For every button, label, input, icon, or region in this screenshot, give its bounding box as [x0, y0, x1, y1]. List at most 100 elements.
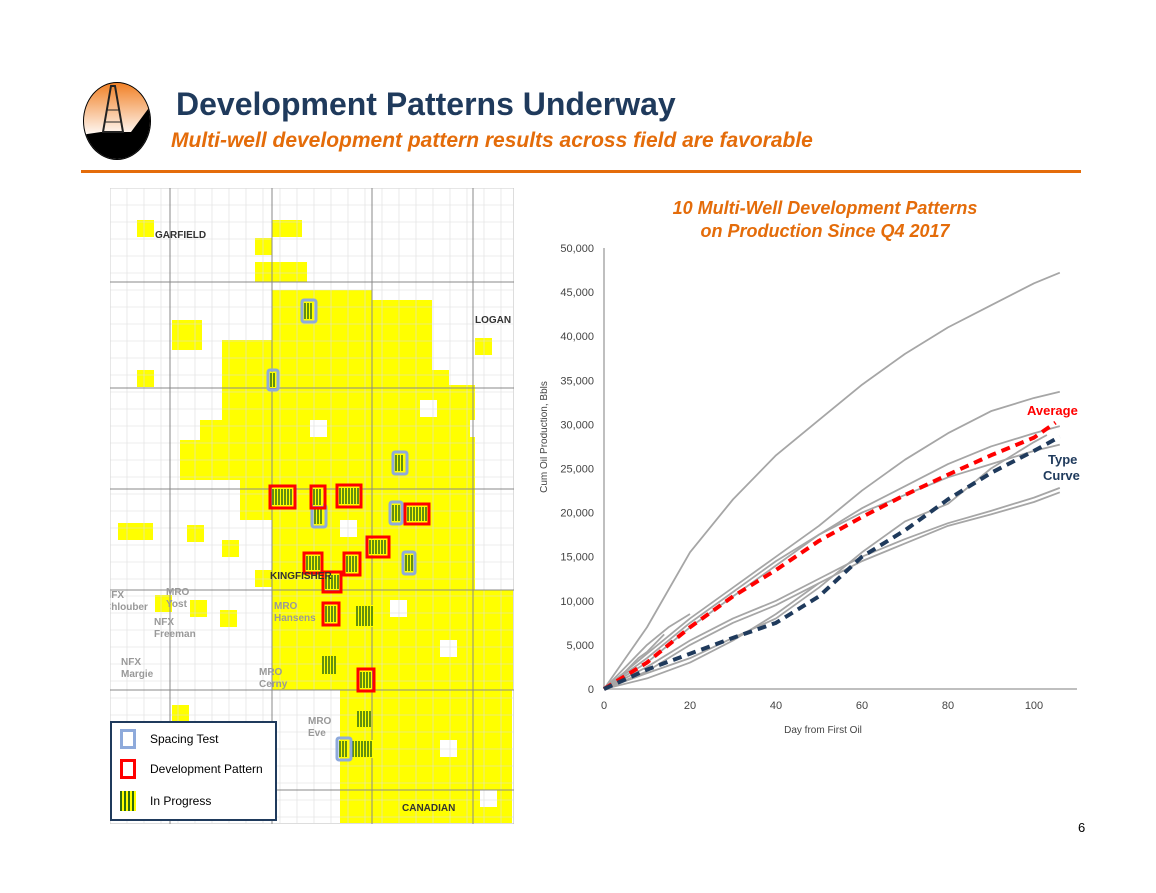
well-pattern-line [603, 425, 1061, 690]
acreage-block [372, 300, 432, 385]
acreage-block [222, 540, 239, 557]
development-pattern-marker [302, 551, 324, 575]
page-title: Development Patterns Underway [176, 86, 676, 122]
y-tick-label: 10,000 [560, 596, 594, 608]
development-pattern-marker [365, 535, 391, 559]
company-logo-icon [83, 82, 151, 160]
in-progress-wells-icon [270, 372, 276, 388]
legend-in-progress: In Progress [120, 791, 211, 811]
average-label: Average [1027, 403, 1078, 418]
y-tick-label: 20,000 [560, 508, 594, 520]
spacing-test-marker [300, 298, 318, 324]
in-progress-swatch-icon [120, 791, 136, 811]
development-pattern-marker [321, 570, 343, 594]
acreage-block [155, 595, 172, 612]
in-progress-wells-icon [325, 605, 337, 623]
legend-development-pattern: Development Pattern [120, 759, 263, 779]
y-tick-label: 30,000 [560, 419, 594, 431]
x-tick-label: 80 [942, 700, 954, 712]
x-tick-label: 100 [1025, 700, 1043, 712]
acreage-block [255, 238, 272, 255]
in-progress-wells-icon [304, 302, 314, 320]
x-tick-label: 60 [856, 700, 868, 712]
x-tick-label: 40 [770, 700, 782, 712]
county-label: CANADIAN [402, 803, 455, 814]
acreage-block [432, 370, 449, 387]
operator-label: NFX [154, 617, 174, 628]
chart-title-line: 10 Multi-Well Development Patterns [672, 198, 978, 218]
county-label: GARFIELD [155, 230, 206, 241]
operator-label: MRO [166, 587, 190, 598]
acreage-gap [340, 520, 357, 537]
acreage-block [137, 220, 154, 237]
x-axis-label: Day from First Oil [784, 725, 862, 736]
development-pattern-marker [268, 484, 297, 510]
acreage-block [190, 600, 207, 617]
acreage-block [187, 525, 204, 542]
spacing-test-marker [401, 550, 417, 576]
well-pattern-line [603, 613, 691, 690]
development-pattern-marker [356, 667, 376, 693]
well-pattern-line [603, 390, 1061, 690]
acreage-block [255, 262, 307, 282]
operator-label: MRO [259, 667, 283, 678]
type-curve-label: Curve [1043, 468, 1080, 483]
y-tick-label: 35,000 [560, 375, 594, 387]
acreage-block [272, 220, 302, 237]
legend-label: Development Pattern [150, 762, 263, 776]
operator-label: Chlouber [110, 602, 148, 613]
in-progress-wells-icon [395, 454, 405, 472]
acreage-gap [420, 400, 437, 417]
header-divider [81, 170, 1081, 173]
development-pattern-marker [321, 601, 341, 627]
operator-label: Margie [121, 669, 154, 680]
acreage-block [240, 480, 272, 520]
well-pattern-line [603, 487, 1061, 690]
y-tick-label: 5,000 [566, 640, 594, 652]
acreage-block [172, 705, 189, 722]
y-tick-label: 25,000 [560, 464, 594, 476]
average-line [602, 420, 1057, 691]
development-pattern-swatch-icon [120, 759, 136, 779]
y-tick-label: 50,000 [560, 243, 594, 255]
acreage-block [137, 370, 154, 387]
y-tick-label: 45,000 [560, 287, 594, 299]
acreage-block [475, 338, 492, 355]
legend-label: In Progress [150, 794, 212, 808]
development-pattern-marker [342, 551, 362, 577]
in-progress-wells-icon [360, 671, 372, 689]
legend-spacing-test: Spacing Test [120, 729, 219, 749]
pattern-markers [266, 298, 431, 762]
acreage-block [255, 570, 272, 587]
operator-label: Yost [166, 599, 188, 610]
y-tick-label: 15,000 [560, 552, 594, 564]
spacing-test-swatch-icon [120, 729, 136, 749]
acreage-block [172, 320, 202, 350]
type-curve-label: Type [1048, 452, 1077, 467]
x-tick-label: 0 [601, 700, 607, 712]
chart-title: 10 Multi-Well Development Patterns on Pr… [600, 197, 1050, 243]
acreage-gap [310, 420, 327, 437]
acreage-block [475, 625, 492, 642]
acreage-gap [470, 420, 487, 437]
page-subtitle: Multi-well development pattern results a… [171, 129, 813, 152]
operator-label: Hansens [274, 613, 316, 624]
in-progress-wells-icon [339, 740, 349, 758]
development-pattern-marker [403, 502, 431, 526]
well-pattern-line [603, 271, 1061, 690]
legend-label: Spacing Test [150, 732, 219, 746]
type-curve-line [603, 434, 1061, 691]
operator-label: MRO [274, 601, 298, 612]
map-labels: GARFIELDLOGANKINGFISHERCANADIANNFXChloub… [110, 230, 511, 814]
acreage-gap [480, 790, 497, 807]
well-pattern-line [603, 582, 820, 690]
spacing-test-marker [391, 450, 409, 476]
spacing-test-marker [266, 368, 280, 392]
page-number: 6 [1078, 820, 1086, 835]
y-axis-label: Cum Oil Production, Bbls [540, 381, 550, 493]
in-progress-wells-icon [313, 488, 323, 506]
spacing-test-marker [335, 736, 353, 762]
x-tick-label: 20 [684, 700, 696, 712]
acreage-gap [390, 600, 407, 617]
